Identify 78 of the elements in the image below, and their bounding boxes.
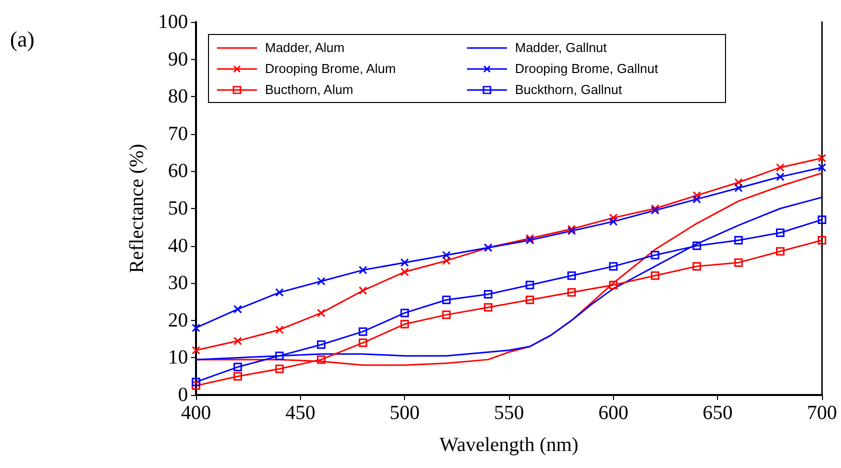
y-tick-label: 10 [168, 346, 188, 369]
point [776, 228, 785, 237]
y-tick-label: 30 [168, 272, 188, 294]
legend-label: Drooping Brome, Gallnut [515, 61, 658, 76]
point [233, 362, 242, 372]
point [275, 364, 284, 374]
y-tick-label: 90 [168, 48, 188, 70]
point [692, 191, 702, 200]
y-tick-label: 60 [168, 160, 188, 182]
y-tick-label: 20 [168, 309, 188, 332]
y-tick-label: 80 [168, 86, 188, 108]
point [526, 296, 534, 304]
point [692, 242, 702, 250]
legend-label: Bucthorn, Alum [265, 82, 354, 97]
text: (a) [10, 26, 34, 52]
x-tick-label: 550 [494, 402, 524, 424]
y-tick-label: 100 [158, 11, 188, 33]
x-tick-label: 700 [807, 402, 837, 424]
point [192, 346, 200, 354]
point [818, 154, 826, 162]
point [650, 250, 660, 260]
point [233, 372, 242, 381]
point [233, 336, 242, 346]
point [316, 355, 326, 364]
point [776, 172, 785, 182]
point [358, 327, 368, 336]
point [609, 214, 618, 222]
x-tick-label: 600 [598, 402, 628, 424]
point [692, 194, 702, 204]
legend-label: Madder, Gallnut [515, 40, 607, 55]
x-tick-label: 650 [702, 402, 733, 424]
point [358, 266, 368, 274]
point [316, 308, 326, 318]
point [484, 303, 492, 312]
point [358, 286, 368, 295]
point [358, 338, 368, 348]
point [567, 288, 576, 297]
point [484, 290, 492, 299]
point [192, 378, 200, 386]
point [609, 262, 618, 271]
point [609, 217, 618, 226]
y-tick-label: 70 [168, 122, 188, 145]
point [400, 268, 409, 276]
point [400, 320, 409, 328]
point [692, 262, 702, 271]
y-axis-title: Reflectance (%) [126, 144, 148, 274]
point [275, 352, 284, 360]
point [818, 236, 826, 244]
point [442, 310, 451, 320]
point [442, 256, 451, 265]
point [776, 247, 785, 256]
point [650, 271, 660, 280]
point [233, 304, 242, 314]
point [818, 215, 826, 224]
y-tick-label: 50 [168, 198, 188, 220]
point [400, 258, 409, 267]
point [316, 340, 326, 349]
x-tick-label: 450 [285, 402, 316, 424]
point [567, 271, 576, 280]
point [442, 250, 451, 260]
point [192, 381, 200, 390]
point [400, 308, 409, 318]
point [442, 296, 451, 304]
point [275, 288, 284, 297]
point [526, 280, 534, 290]
point [609, 280, 618, 290]
point [776, 163, 785, 172]
y-tick-label: 40 [168, 234, 188, 257]
point [275, 325, 284, 334]
point [818, 163, 826, 172]
point [734, 258, 743, 267]
legend-label: Drooping Brome, Alum [265, 61, 396, 76]
legend-label: Buckthorn, Gallnut [515, 82, 622, 97]
x-axis-title: Wavelength (nm) [440, 434, 578, 456]
point [192, 324, 200, 332]
point [734, 236, 743, 244]
x-tick-label: 500 [390, 402, 420, 424]
legend-label: Madder, Alum [265, 40, 344, 55]
